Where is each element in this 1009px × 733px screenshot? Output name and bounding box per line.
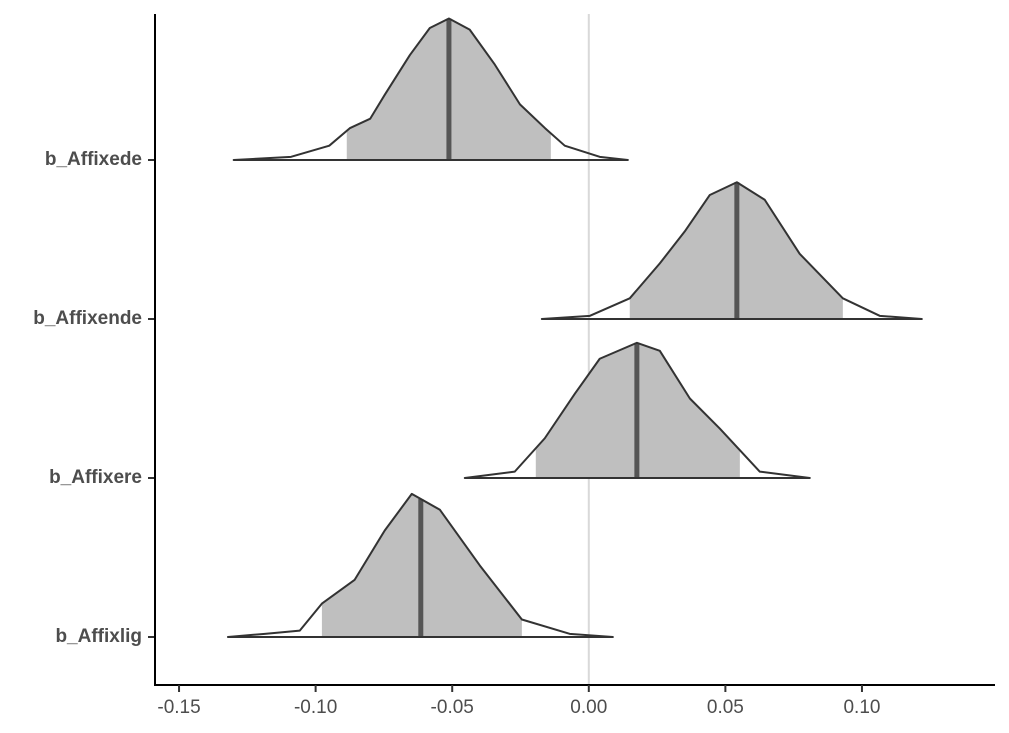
density-curve [463,341,811,479]
density-curve [232,17,629,161]
density-curve [226,492,614,638]
interval-shade [629,182,843,319]
y-tick-label: b_Affixende [33,308,142,329]
y-tick-label: b_Affixlig [55,626,142,647]
interval-area [346,18,551,160]
y-tick-label: b_Affixede [45,149,142,170]
x-tick-label: -0.10 [294,697,337,718]
x-tick-label: 0.00 [570,697,607,718]
x-tick-label: -0.05 [431,697,474,718]
interval-shade [346,18,551,160]
x-tick-label: -0.15 [157,697,200,718]
x-tick-label: 0.05 [707,697,744,718]
x-tick-label: 0.10 [843,697,880,718]
y-tick-label: b_Affixere [49,467,142,488]
interval-area [629,182,843,319]
density-curve [540,181,923,320]
